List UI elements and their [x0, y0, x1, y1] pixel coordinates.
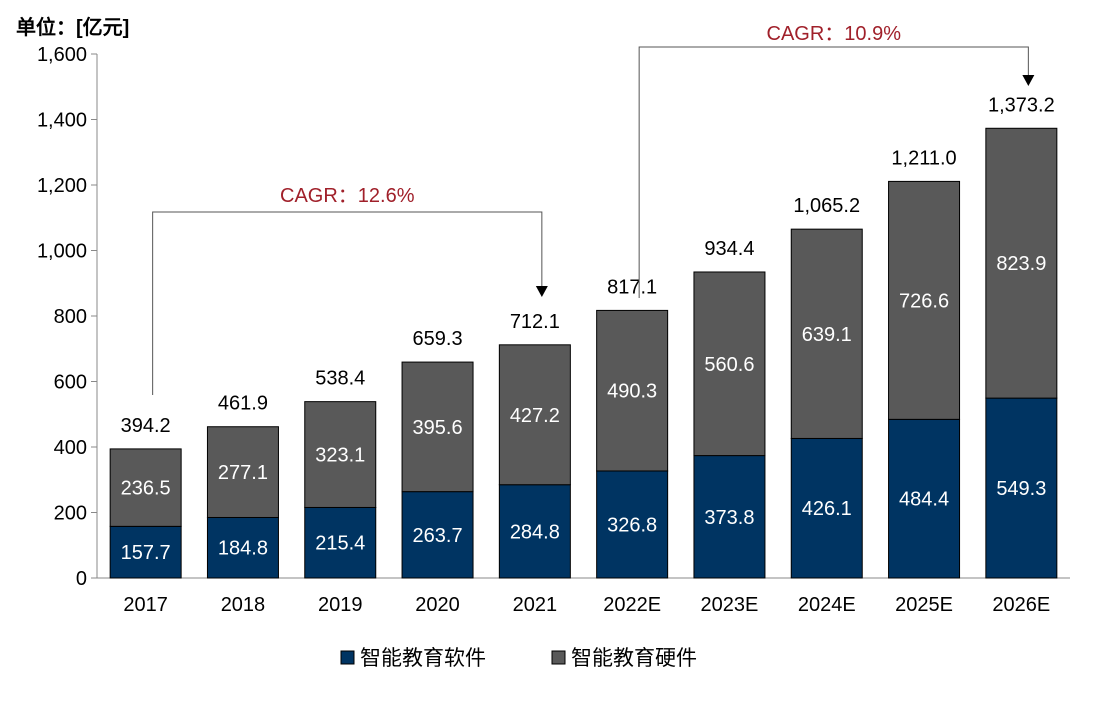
bars	[109, 127, 1058, 579]
y-tick-label: 0	[76, 568, 87, 590]
y-tick-label: 600	[54, 372, 87, 394]
segment-value-label: 490.3	[607, 381, 657, 403]
segment-value-label: 157.7	[121, 542, 171, 564]
bar-segment	[888, 418, 961, 579]
x-tick-label: 2023E	[701, 594, 759, 616]
bar-segment	[790, 437, 863, 579]
labels: 157.7 236.5 394.2 184.8 277.1 461.9 215.4 323.1…	[121, 94, 1055, 564]
y-tick-label: 400	[54, 437, 87, 459]
y-tick-label: 1,600	[37, 44, 87, 66]
x-tick-label: 2024E	[798, 594, 856, 616]
bar-segment	[693, 271, 766, 457]
cagr-label: CAGR：10.9%	[767, 23, 902, 45]
cagr-bracket-line	[638, 46, 1029, 298]
total-value-label: 394.2	[121, 415, 171, 437]
y-tick-label: 200	[54, 503, 87, 525]
cagr-arrowhead	[535, 286, 548, 297]
segment-value-label: 549.3	[996, 478, 1046, 500]
x-tick-label: 2017	[123, 594, 168, 616]
total-value-label: 461.9	[218, 393, 268, 415]
x-tick-label: 2019	[318, 594, 363, 616]
segment-value-label: 215.4	[315, 533, 365, 555]
bar-segment	[206, 516, 279, 579]
x-tick-label: 2021	[513, 594, 558, 616]
segment-value-label: 263.7	[413, 525, 463, 547]
total-value-label: 1,373.2	[988, 94, 1055, 116]
x-tick-label: 2022E	[603, 594, 661, 616]
bar-segment	[498, 484, 571, 579]
bar-segment	[596, 309, 669, 472]
x-tick-label: 2020	[415, 594, 460, 616]
legend-swatch	[551, 650, 566, 665]
segment-value-label: 284.8	[510, 521, 560, 543]
total-value-label: 934.4	[704, 238, 754, 260]
x-tick-label: 2018	[221, 594, 266, 616]
segment-value-label: 484.4	[899, 489, 949, 511]
bar-segment	[498, 344, 571, 486]
cagr-label: CAGR：12.6%	[280, 185, 415, 207]
y-tick-label: 800	[54, 306, 87, 328]
y-tick-label: 1,000	[37, 241, 87, 263]
total-value-label: 1,065.2	[793, 195, 860, 217]
legend: 智能教育软件 智能教育硬件	[340, 647, 697, 670]
bar-segment	[985, 127, 1058, 399]
segment-value-label: 427.2	[510, 405, 560, 427]
legend-swatch	[340, 650, 355, 665]
y-tick-label: 1,400	[37, 110, 87, 132]
segment-value-label: 323.1	[315, 445, 365, 467]
segment-value-label: 277.1	[218, 462, 268, 484]
bar-segment	[304, 401, 377, 508]
segment-value-label: 426.1	[802, 498, 852, 520]
y-tick-label: 1,200	[37, 175, 87, 197]
bar-segment	[596, 470, 669, 579]
cagr-arrowhead	[1022, 75, 1035, 86]
bar-segment	[304, 506, 377, 579]
bar-segment	[888, 180, 961, 420]
cagr-bracket-line	[152, 211, 543, 395]
total-value-label: 1,211.0	[891, 147, 956, 169]
x-tick-label: 2026E	[992, 594, 1050, 616]
segment-value-label: 823.9	[996, 253, 1046, 275]
total-value-label: 659.3	[413, 328, 463, 350]
segment-value-label: 326.8	[607, 514, 657, 536]
cagr-annotations: CAGR：12.6% CAGR：10.9%	[152, 23, 1035, 395]
segment-value-label: 184.8	[218, 538, 268, 560]
bar-segment	[109, 448, 182, 527]
bar-segment	[790, 228, 863, 439]
segment-value-label: 726.6	[899, 290, 949, 312]
bar-segment	[693, 455, 766, 579]
segment-value-label: 639.1	[802, 324, 852, 346]
bar-segment	[401, 361, 474, 493]
total-value-label: 538.4	[315, 368, 365, 390]
x-tick-label: 2025E	[895, 594, 953, 616]
segment-value-label: 395.6	[413, 417, 463, 439]
total-value-label: 817.1	[607, 276, 657, 298]
bar-segment	[206, 426, 279, 518]
legend-label: 智能教育软件	[360, 647, 486, 670]
axes: 0 200 400 600 800 1,000 1,200 1,400 1,600 2017 201…	[37, 44, 1070, 616]
total-value-label: 712.1	[510, 311, 560, 333]
legend-label: 智能教育硬件	[571, 647, 697, 670]
unit-label: 单位：[亿元]	[16, 15, 129, 39]
segment-value-label: 236.5	[121, 478, 171, 500]
segment-value-label: 560.6	[704, 354, 754, 376]
segment-value-label: 373.8	[704, 507, 754, 529]
